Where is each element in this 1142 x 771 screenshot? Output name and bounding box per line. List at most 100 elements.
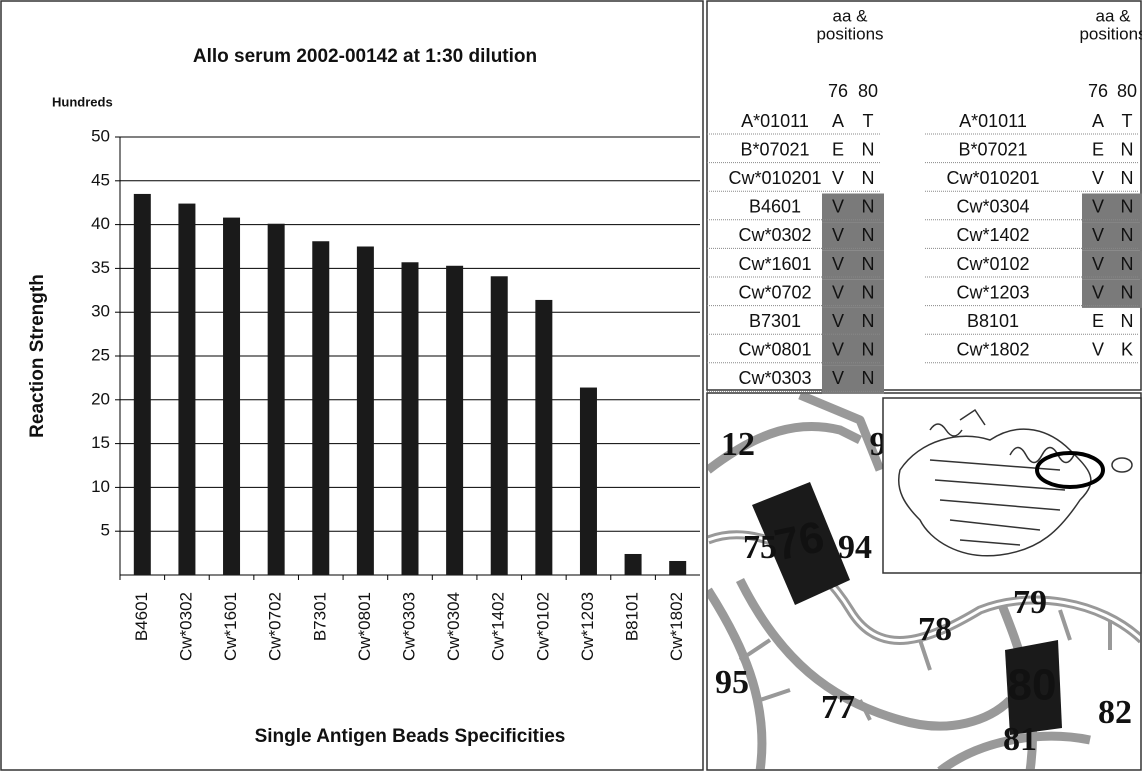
amino-acid: N <box>1121 282 1134 302</box>
bar <box>357 247 374 576</box>
allele: Cw*1802 <box>956 340 1029 360</box>
x-tick-label: Cw*0304 <box>444 592 463 661</box>
amino-acid: N <box>862 368 875 388</box>
amino-acid: K <box>1121 340 1133 360</box>
table-header: aa & <box>1096 6 1132 25</box>
y-unit: Hundreds <box>52 94 113 109</box>
residue-label: 81 <box>1003 721 1037 758</box>
amino-acid: N <box>862 311 875 331</box>
amino-acid: T <box>863 111 874 131</box>
y-tick-label: 10 <box>91 477 110 496</box>
bar <box>268 224 285 575</box>
x-tick-label: Cw*0102 <box>533 592 552 661</box>
amino-acid: V <box>1092 168 1104 188</box>
amino-acid: N <box>1121 225 1134 245</box>
y-tick-label: 40 <box>91 214 110 233</box>
allele: B*07021 <box>740 139 809 159</box>
table-header: aa & <box>833 6 869 25</box>
allele: Cw*0801 <box>738 340 811 360</box>
allele: Cw*0304 <box>956 197 1029 217</box>
table-frame <box>707 1 1141 390</box>
amino-acid: V <box>832 340 844 360</box>
position-header: 80 <box>1117 81 1137 101</box>
residue-label: 79 <box>1013 584 1047 621</box>
amino-acid: V <box>832 197 844 217</box>
amino-acid: V <box>832 311 844 331</box>
y-tick-label: 35 <box>91 258 110 277</box>
x-tick-label: Cw*0801 <box>355 592 374 661</box>
amino-acid: E <box>1092 311 1104 331</box>
y-tick-label: 20 <box>91 389 110 408</box>
amino-acid: V <box>1092 282 1104 302</box>
allele: Cw*1203 <box>956 282 1029 302</box>
allele: Cw*010201 <box>728 168 821 188</box>
allele: Cw*0702 <box>738 282 811 302</box>
y-tick-label: 25 <box>91 345 110 364</box>
amino-acid: N <box>862 225 875 245</box>
amino-acid: V <box>1092 254 1104 274</box>
bar <box>580 388 597 575</box>
y-tick-label: 45 <box>91 170 110 189</box>
bar <box>223 218 240 575</box>
position-header: 80 <box>858 81 878 101</box>
bar <box>625 554 642 575</box>
y-tick-label: 50 <box>91 126 110 145</box>
amino-acid: N <box>1121 254 1134 274</box>
y-tick-label: 5 <box>101 521 110 540</box>
allele: B*07021 <box>958 139 1027 159</box>
y-axis-title: Reaction Strength <box>27 274 48 438</box>
x-tick-label: Cw*1601 <box>221 592 240 661</box>
amino-acid: N <box>862 282 875 302</box>
amino-acid: N <box>862 139 875 159</box>
amino-acid: N <box>862 168 875 188</box>
amino-acid: V <box>1092 225 1104 245</box>
table-header: positions <box>1079 24 1142 43</box>
bar <box>535 300 552 575</box>
residue-label: 95 <box>715 664 749 701</box>
residue-label: 75 <box>743 529 777 566</box>
x-tick-label: Cw*0702 <box>266 592 285 661</box>
amino-acid: A <box>1092 111 1104 131</box>
x-tick-label: Cw*1203 <box>578 592 597 661</box>
amino-acid: V <box>832 368 844 388</box>
residue-label: 94 <box>838 529 872 566</box>
allele: Cw*0302 <box>738 225 811 245</box>
residue-label: 12 <box>721 426 755 463</box>
x-tick-label: Cw*1402 <box>489 592 508 661</box>
position-header: 76 <box>1088 81 1108 101</box>
x-tick-label: Cw*0303 <box>399 592 418 661</box>
bar <box>491 276 508 575</box>
amino-acid: N <box>1121 311 1134 331</box>
amino-acid: N <box>862 197 875 217</box>
amino-acid: V <box>1092 340 1104 360</box>
x-axis-title: Single Antigen Beads Specificities <box>255 726 566 747</box>
allele: Cw*0102 <box>956 254 1029 274</box>
amino-acid: N <box>1121 168 1134 188</box>
x-tick-label: B7301 <box>310 592 329 641</box>
amino-acid: E <box>832 139 844 159</box>
highlighted-residue: 76 <box>770 512 828 570</box>
amino-acid: V <box>1092 197 1104 217</box>
residue-label: 82 <box>1098 694 1132 731</box>
chart-frame <box>1 1 703 770</box>
amino-acid: V <box>832 282 844 302</box>
figure: Allo serum 2002-00142 at 1:30 dilution H… <box>0 0 1142 771</box>
amino-acid: N <box>1121 197 1134 217</box>
residue-label: 77 <box>821 689 855 726</box>
amino-acid: V <box>832 168 844 188</box>
allele: B8101 <box>967 311 1019 331</box>
amino-acid: V <box>832 254 844 274</box>
allele: Cw*1402 <box>956 225 1029 245</box>
bar <box>312 241 329 575</box>
bar <box>178 204 195 575</box>
amino-acid: V <box>832 225 844 245</box>
table-header: positions <box>816 24 883 43</box>
allele: B4601 <box>749 197 801 217</box>
bar <box>134 194 151 575</box>
amino-acid: N <box>1121 139 1134 159</box>
x-tick-label: Cw*0302 <box>176 592 195 661</box>
amino-acid: E <box>1092 139 1104 159</box>
allele: Cw*1601 <box>738 254 811 274</box>
x-tick-label: B8101 <box>623 592 642 641</box>
residue-label: 78 <box>918 611 952 648</box>
